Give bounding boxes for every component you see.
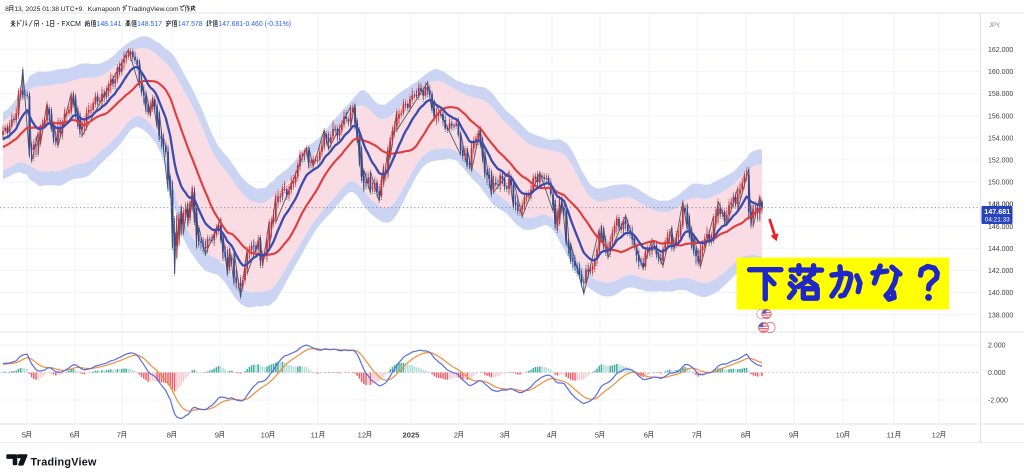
svg-text:156.000: 156.000 <box>988 113 1013 120</box>
svg-text:-2.000: -2.000 <box>988 398 1008 405</box>
svg-text:04:21:33: 04:21:33 <box>985 217 1010 224</box>
svg-text:147.578: 147.578 <box>178 21 203 28</box>
svg-text:TradingView: TradingView <box>31 456 98 468</box>
svg-text:13, 2025 01:38 UTC+9. Kumapoo: 13, 2025 01:38 UTC+9. Kumapooh <box>14 6 120 13</box>
svg-text:JPY: JPY <box>989 23 1000 29</box>
svg-text:10: 10 <box>261 431 269 440</box>
svg-text:1: 1 <box>46 21 50 28</box>
svg-text:158.000: 158.000 <box>988 91 1013 98</box>
svg-text:8: 8 <box>5 6 9 13</box>
svg-text:TradingView.com: TradingView.com <box>128 6 179 13</box>
svg-text:142.000: 142.000 <box>988 268 1013 275</box>
svg-text:148.141: 148.141 <box>97 21 122 28</box>
svg-text:147.681: 147.681 <box>218 21 243 28</box>
svg-text:6: 6 <box>644 431 648 440</box>
svg-text:5: 5 <box>595 431 599 440</box>
svg-text:-0.460 (-0.31%): -0.460 (-0.31%) <box>243 21 291 28</box>
svg-text:154.000: 154.000 <box>988 135 1013 142</box>
svg-text:2025: 2025 <box>403 431 421 440</box>
svg-text:138.000: 138.000 <box>988 312 1013 319</box>
svg-text:160.000: 160.000 <box>988 69 1013 76</box>
svg-text:12: 12 <box>932 431 940 440</box>
svg-text:6: 6 <box>70 431 74 440</box>
svg-text:2.000: 2.000 <box>988 343 1006 350</box>
svg-text:148.517: 148.517 <box>137 21 162 28</box>
svg-text:5: 5 <box>22 431 26 440</box>
svg-text:152.000: 152.000 <box>988 158 1013 165</box>
svg-text:10: 10 <box>836 431 844 440</box>
svg-text:3: 3 <box>500 431 504 440</box>
svg-text:148.000: 148.000 <box>988 202 1013 209</box>
svg-text:150.000: 150.000 <box>988 180 1013 187</box>
svg-text:4: 4 <box>547 431 551 440</box>
svg-text:2: 2 <box>454 431 458 440</box>
svg-text:11: 11 <box>887 431 895 440</box>
svg-text:11: 11 <box>311 431 319 440</box>
svg-text:147.681: 147.681 <box>984 207 1010 216</box>
svg-text:8: 8 <box>741 431 745 440</box>
svg-text:8: 8 <box>167 431 171 440</box>
svg-text:148.000: 148.000 <box>988 202 1013 209</box>
svg-text:12: 12 <box>358 431 366 440</box>
svg-text:9: 9 <box>215 431 219 440</box>
svg-text:FXCM: FXCM <box>61 21 81 28</box>
svg-text:140.000: 140.000 <box>988 290 1013 297</box>
svg-text:7: 7 <box>117 431 121 440</box>
svg-text:9: 9 <box>789 431 793 440</box>
svg-text:0.000: 0.000 <box>988 370 1006 377</box>
svg-text:162.000: 162.000 <box>988 47 1013 54</box>
svg-text:146.000: 146.000 <box>988 224 1013 231</box>
svg-text:144.000: 144.000 <box>988 246 1013 253</box>
svg-text:7: 7 <box>692 431 696 440</box>
